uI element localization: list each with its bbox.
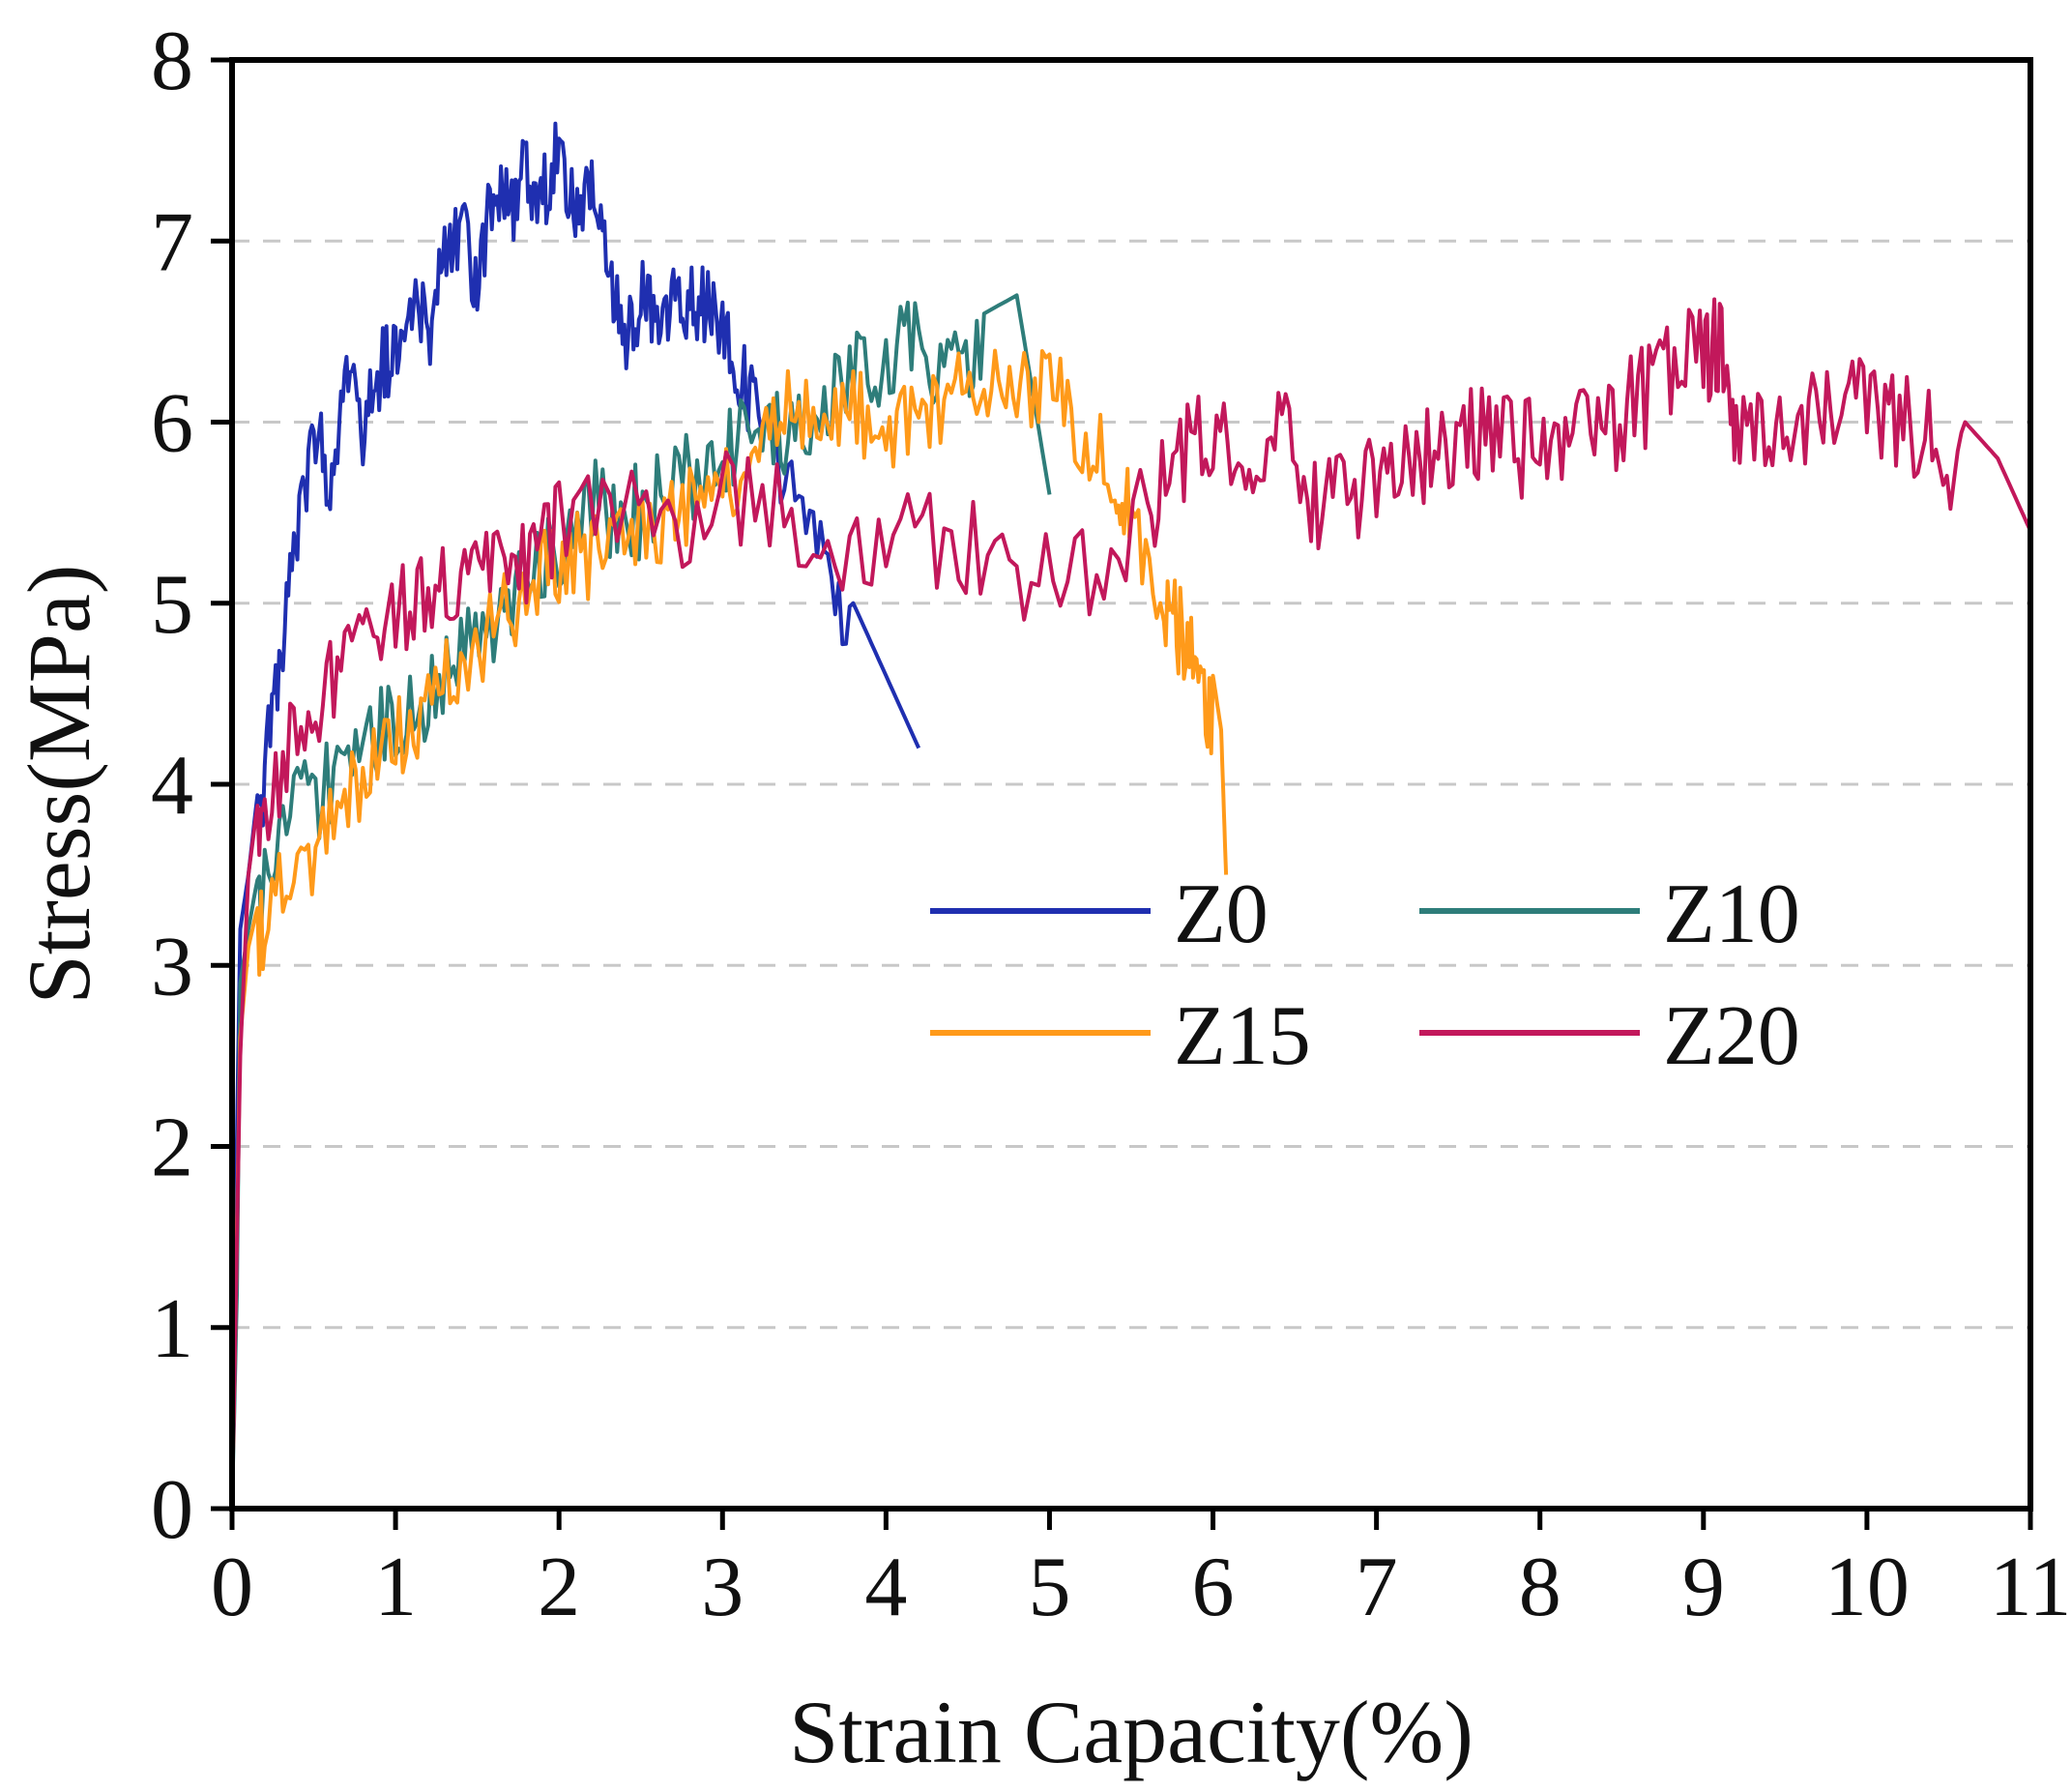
x-tick-label-6: 6 [1192, 1541, 1235, 1634]
y-tick-label-8: 8 [151, 15, 193, 108]
series-group [230, 121, 2032, 1510]
series-line-Z0 [230, 121, 921, 1510]
y-tick-label-1: 1 [151, 1282, 193, 1376]
x-tick-label-11: 11 [1990, 1541, 2072, 1634]
y-tick-label-3: 3 [151, 920, 193, 1013]
y-tick-label-0: 0 [151, 1463, 193, 1557]
y-axis-title: Stress(MPa) [10, 565, 108, 1005]
x-axis-title: Strain Capacity(%) [789, 1683, 1474, 1781]
legend-label-Z0: Z0 [1174, 867, 1269, 961]
legend: Z0 Z10 Z15 Z20 [930, 867, 1800, 1083]
y-tick-label-5: 5 [151, 558, 193, 652]
x-tick-label-3: 3 [701, 1541, 744, 1634]
y-tick-label-7: 7 [151, 195, 193, 289]
x-tick-label-5: 5 [1028, 1541, 1070, 1634]
legend-label-Z15: Z15 [1174, 989, 1311, 1083]
legend-label-Z10: Z10 [1663, 867, 1800, 961]
legend-label-Z20: Z20 [1663, 989, 1800, 1083]
x-tick-label-0: 0 [211, 1541, 253, 1634]
x-tick-label-7: 7 [1356, 1541, 1398, 1634]
x-tick-label-10: 10 [1824, 1541, 1910, 1634]
x-tick-label-1: 1 [374, 1541, 417, 1634]
series-line-Z20 [230, 297, 2032, 1510]
x-tick-label-8: 8 [1519, 1541, 1561, 1634]
grid-lines [232, 239, 2030, 1330]
axis-ticks: 0 1 2 3 4 5 6 7 8 9 10 11 0 1 2 3 4 5 6 7 8 [151, 15, 2071, 1634]
x-tick-label-9: 9 [1682, 1541, 1725, 1634]
x-tick-label-4: 4 [864, 1541, 907, 1634]
y-tick-label-6: 6 [151, 377, 193, 471]
x-tick-label-2: 2 [538, 1541, 580, 1634]
y-tick-label-2: 2 [151, 1101, 193, 1195]
y-tick-label-4: 4 [151, 739, 193, 833]
